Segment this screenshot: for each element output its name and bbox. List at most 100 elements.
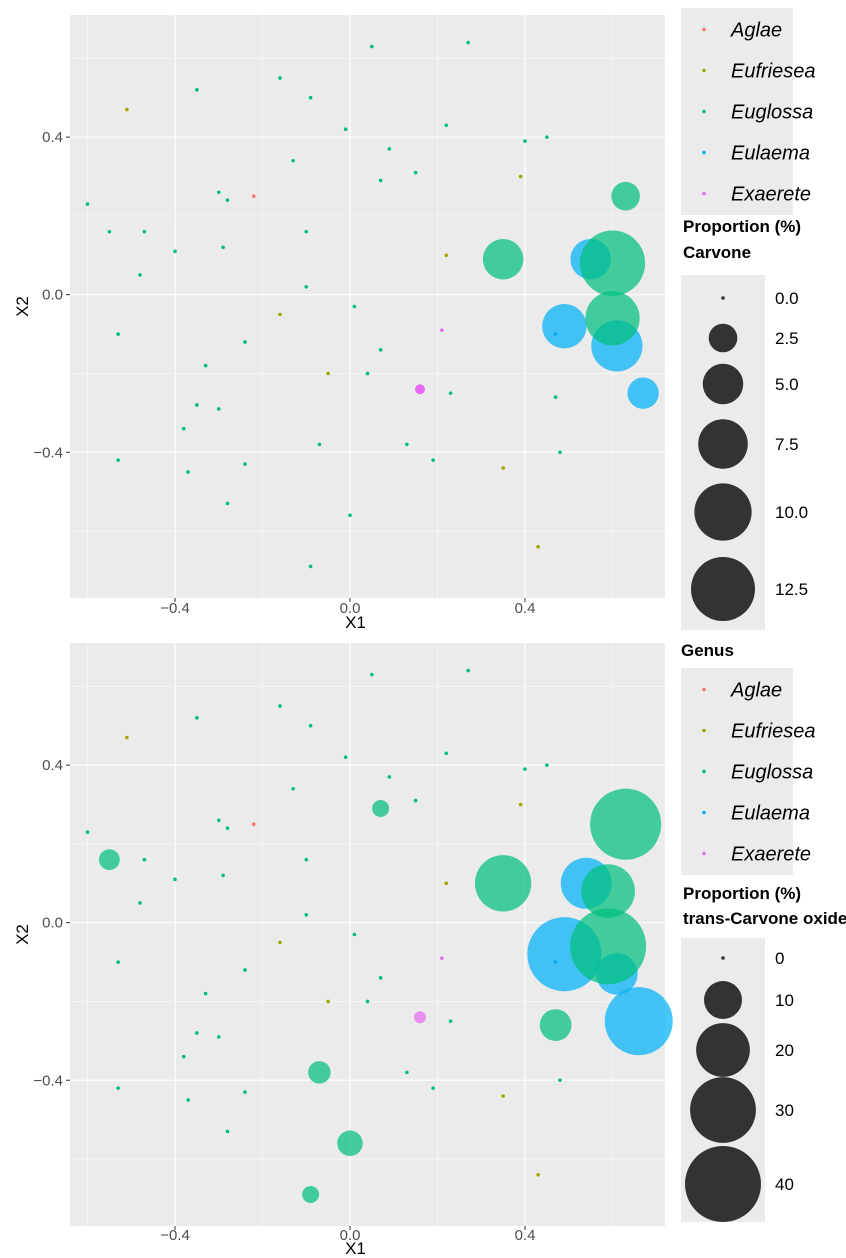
data-point-eulaema <box>604 987 673 1056</box>
genus-key-background <box>681 668 793 875</box>
size-key-circle <box>690 1077 756 1143</box>
data-point-euglossa <box>216 818 221 823</box>
data-point-euglossa <box>173 249 177 254</box>
data-point-eufriesea <box>501 1094 505 1098</box>
y-tick-label: −0.4 <box>33 1072 63 1089</box>
data-point-euglossa <box>482 238 524 280</box>
data-point-euglossa <box>365 371 370 376</box>
legend-label-euglossa: Euglossa <box>731 762 813 784</box>
data-point-aglae <box>251 822 256 827</box>
data-point-eufriesea <box>536 1172 540 1177</box>
data-point-euglossa <box>523 139 527 143</box>
data-point-euglossa <box>203 991 208 996</box>
data-point-euglossa <box>302 1185 320 1203</box>
data-point-eufriesea <box>444 253 449 258</box>
size-key-label: 10.0 <box>775 503 808 522</box>
data-point-eufriesea <box>518 802 523 807</box>
x-tick-label: 0.0 <box>340 1227 361 1244</box>
data-point-euglossa <box>221 245 225 250</box>
size-legend-title: Carvone <box>683 243 751 262</box>
data-point-euglossa <box>378 976 383 980</box>
data-point-eufriesea <box>125 107 129 112</box>
size-key-label: 12.5 <box>775 580 808 599</box>
data-point-euglossa <box>466 40 470 45</box>
legend-key-euglossa <box>702 769 706 774</box>
data-point-eufriesea <box>444 881 449 886</box>
data-point-euglossa <box>173 877 177 882</box>
y-tick-label: −0.4 <box>33 444 63 461</box>
legend-label-exaerete: Exaerete <box>731 844 811 866</box>
legend-label-aglae: Aglae <box>730 680 782 702</box>
data-point-euglossa <box>579 230 646 296</box>
size-key-circle <box>696 1023 750 1077</box>
data-point-euglossa <box>216 1035 221 1039</box>
size-key-label: 20 <box>775 1041 794 1060</box>
data-point-euglossa <box>611 181 640 211</box>
data-point-euglossa <box>405 1070 409 1075</box>
data-point-euglossa <box>216 190 221 195</box>
data-point-exaerete <box>413 1011 427 1024</box>
legend-label-eulaema: Eulaema <box>731 143 810 165</box>
legend-key-aglae <box>702 27 706 32</box>
legend-label-eulaema: Eulaema <box>731 803 810 825</box>
data-point-exaerete <box>440 956 444 960</box>
data-point-euglossa <box>308 723 313 728</box>
x-tick-label: −0.4 <box>160 1227 190 1244</box>
size-key-label: 10 <box>775 991 794 1010</box>
data-point-eufriesea <box>518 174 523 179</box>
data-point-euglossa <box>203 363 208 368</box>
data-point-euglossa <box>138 901 142 905</box>
data-point-euglossa <box>243 968 247 972</box>
size-key-circle <box>708 323 738 353</box>
data-point-euglossa <box>474 855 532 912</box>
y-tick-label: 0.4 <box>42 129 63 146</box>
size-key-circle <box>694 483 752 541</box>
data-point-euglossa <box>195 716 199 720</box>
legend-key-eufriesea <box>702 728 706 733</box>
data-point-aglae <box>251 194 256 199</box>
data-point-eufriesea <box>278 940 282 945</box>
data-point-euglossa <box>372 799 390 817</box>
data-point-exaerete <box>415 384 425 395</box>
data-point-euglossa <box>142 229 147 234</box>
data-point-euglossa <box>545 763 549 767</box>
data-point-euglossa <box>278 76 282 80</box>
data-point-euglossa <box>195 88 199 92</box>
data-point-euglossa <box>352 932 357 937</box>
legend-key-eufriesea <box>702 68 706 73</box>
legend: Aglae Eufriesea Euglossa Eulaema Exaerete Pro… <box>681 8 816 630</box>
size-key-label: 7.5 <box>775 435 799 454</box>
data-point-euglossa <box>343 127 348 132</box>
data-point-euglossa <box>291 786 295 791</box>
data-point-euglossa <box>304 913 309 917</box>
legend-key-eulaema <box>702 150 706 155</box>
data-point-euglossa <box>225 501 230 506</box>
data-point-euglossa <box>365 999 370 1004</box>
data-point-euglossa <box>308 95 313 100</box>
data-point-euglossa <box>317 442 322 447</box>
data-point-euglossa <box>523 767 527 771</box>
points-layer <box>85 40 659 569</box>
genus-key-background <box>681 8 793 215</box>
legend-key-euglossa <box>702 109 706 114</box>
data-point-euglossa <box>590 788 662 860</box>
data-point-euglossa <box>553 395 558 399</box>
data-point-exaerete <box>440 328 444 332</box>
size-key-label: 5.0 <box>775 375 799 394</box>
data-point-euglossa <box>186 1098 190 1102</box>
data-point-euglossa <box>308 1061 331 1084</box>
data-point-euglossa <box>278 704 282 708</box>
data-point-euglossa <box>405 442 409 447</box>
data-point-eufriesea <box>278 312 282 317</box>
data-point-euglossa <box>378 348 383 352</box>
panel-2: −0.4 0.0 0.4 0.4 0.0 −0.4 X1 X2 Genus Aglae Eufrie… <box>13 641 846 1258</box>
data-point-euglossa <box>243 462 247 466</box>
data-point-euglossa <box>343 755 348 760</box>
size-legend-title: Proportion (%) <box>683 217 801 236</box>
y-tick-label: 0.0 <box>42 915 63 932</box>
size-key-circle <box>721 956 725 960</box>
legend-key-aglae <box>702 687 706 692</box>
data-point-euglossa <box>216 407 221 411</box>
data-point-eufriesea <box>501 466 505 470</box>
